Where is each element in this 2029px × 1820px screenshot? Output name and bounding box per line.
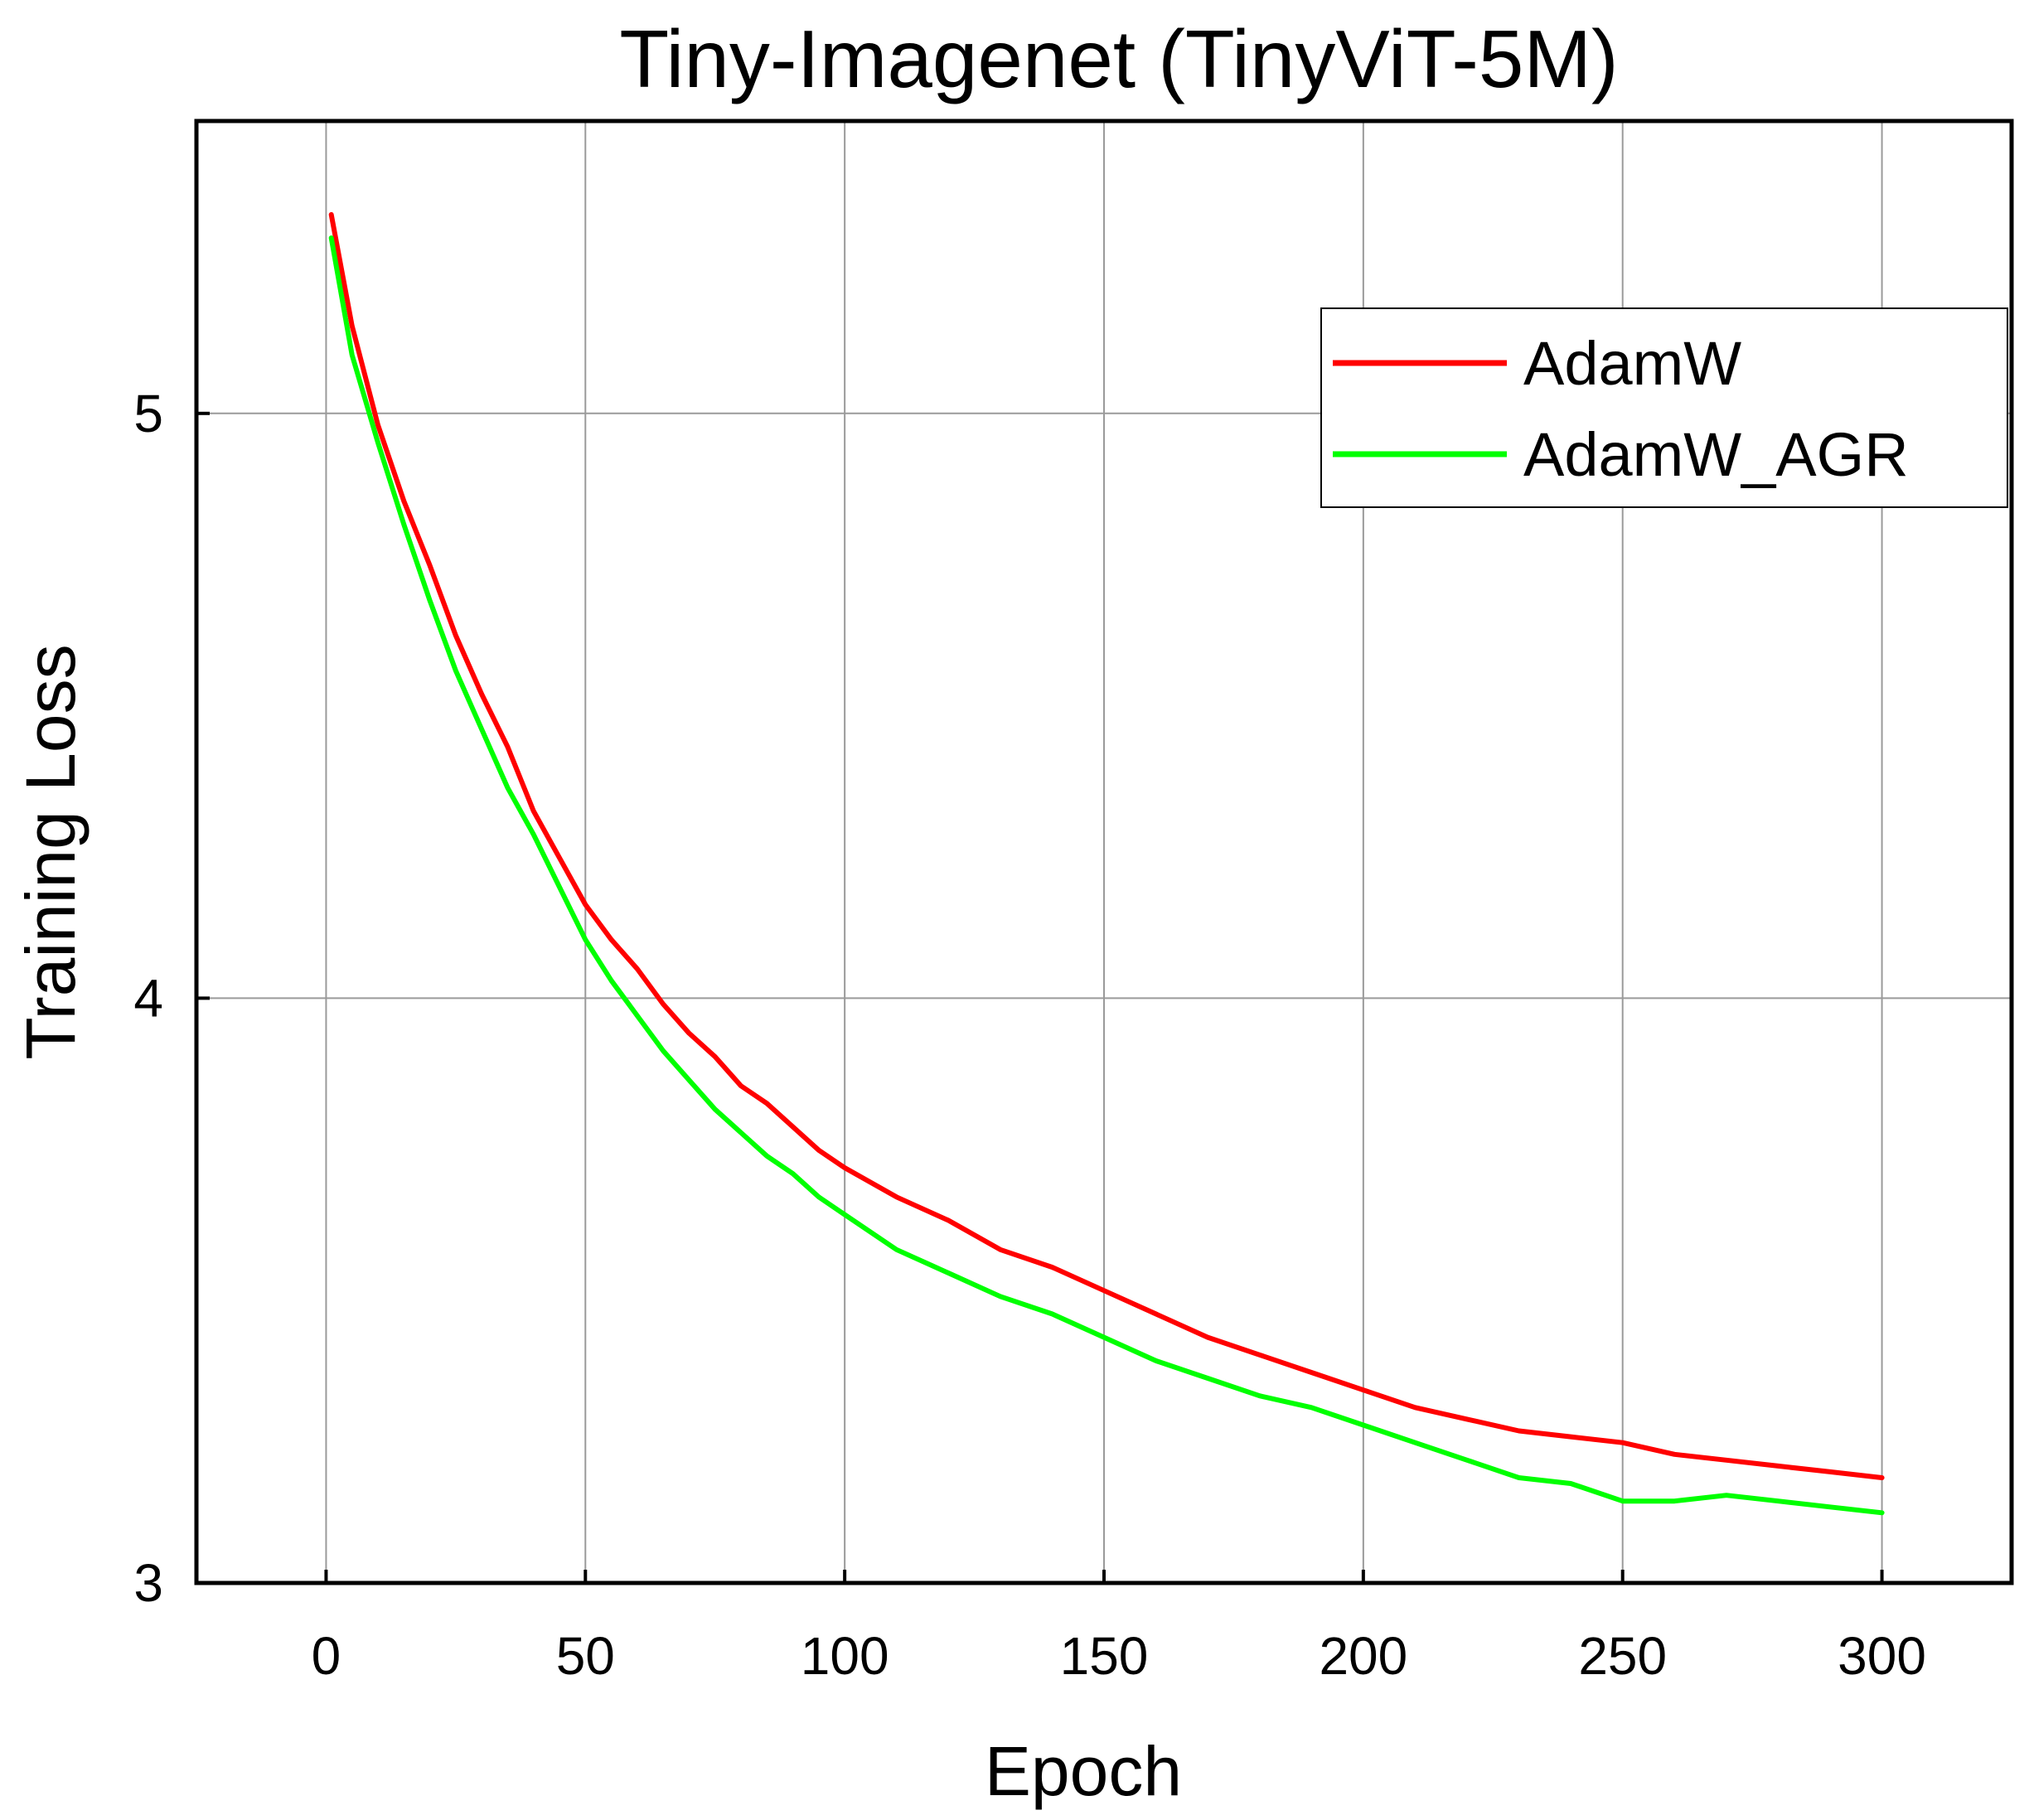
chart-title: Tiny-Imagenet (TinyViT-5M) — [619, 13, 1618, 104]
series-line-adamw-agr — [328, 235, 1885, 1516]
x-axis-label: Epoch — [985, 1732, 1182, 1810]
legend-label-adamw: AdamW — [1523, 329, 1741, 398]
legend: AdamW AdamW_AGR — [1320, 307, 2008, 508]
x-tick-label: 0 — [312, 1626, 341, 1686]
x-tick-label: 200 — [1319, 1626, 1407, 1686]
x-tick-label: 250 — [1578, 1626, 1667, 1686]
x-tick-label: 150 — [1060, 1626, 1149, 1686]
y-tick-label: 4 — [133, 968, 163, 1028]
axis-ticks: 0 50 100 150 200 250 300 3 4 5 — [133, 384, 1926, 1686]
series-lines — [328, 211, 1885, 1516]
y-tick-label: 3 — [133, 1553, 163, 1613]
legend-label-adamw-agr: AdamW_AGR — [1523, 420, 1909, 489]
x-tick-label: 300 — [1838, 1626, 1926, 1686]
legend-box — [1320, 307, 2008, 508]
x-tick-label: 100 — [801, 1626, 889, 1686]
x-tick-label: 50 — [556, 1626, 615, 1686]
y-tick-label: 5 — [133, 384, 163, 443]
series-line-adamw — [328, 211, 1885, 1480]
y-axis-label: Training Loss — [12, 644, 90, 1059]
